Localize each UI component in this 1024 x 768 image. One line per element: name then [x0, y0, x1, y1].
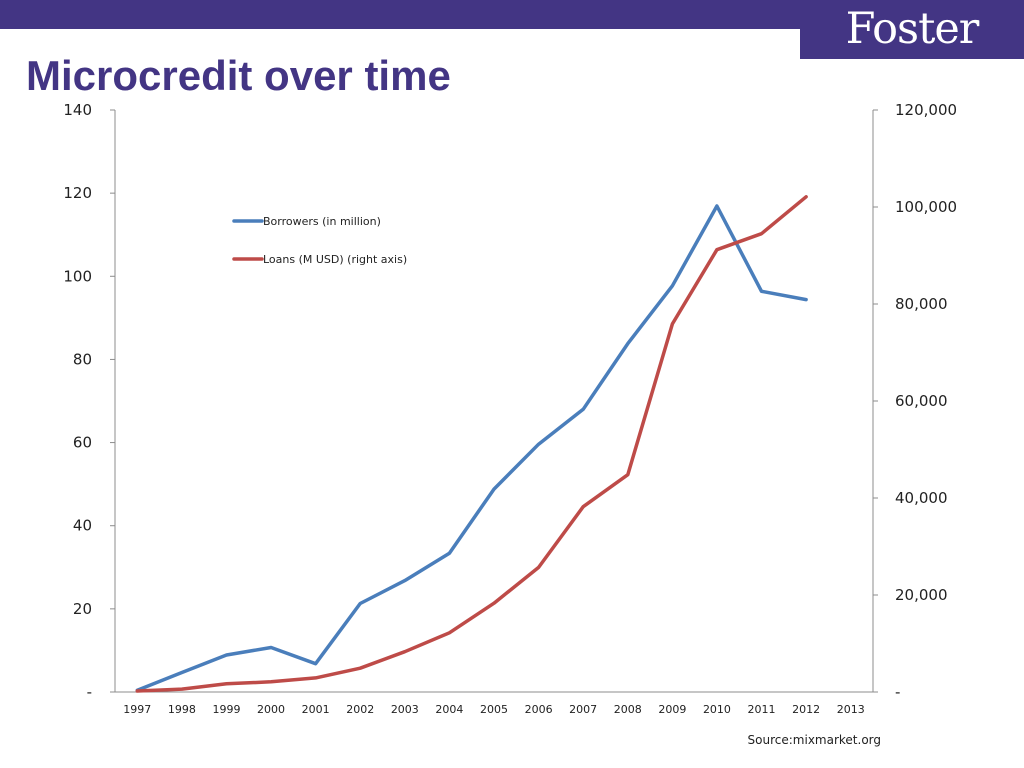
right-tick-label: - — [895, 683, 900, 701]
x-tick-label: 2006 — [525, 703, 553, 716]
x-tick-label: 2010 — [703, 703, 731, 716]
right-tick-label: 60,000 — [895, 392, 948, 410]
x-tick-label: 2004 — [435, 703, 463, 716]
x-tick-label: 2012 — [792, 703, 820, 716]
right-tick-label: 80,000 — [895, 295, 948, 313]
left-tick-label: 120 — [63, 184, 92, 202]
brand-name: Foster — [845, 3, 980, 54]
left-tick-label: 60 — [73, 434, 92, 452]
slide-title: Microcredit over time — [26, 52, 451, 99]
right-tick-label: 40,000 — [895, 489, 948, 507]
x-tick-label: 2003 — [391, 703, 419, 716]
x-tick-label: 2013 — [837, 703, 865, 716]
left-tick-label: 20 — [73, 600, 92, 618]
x-tick-label: 1999 — [212, 703, 240, 716]
right-tick-label: 20,000 — [895, 586, 948, 604]
x-tick-label: 2005 — [480, 703, 508, 716]
x-tick-label: 1997 — [123, 703, 151, 716]
x-tick-label: 2001 — [302, 703, 330, 716]
x-tick-label: 2009 — [658, 703, 686, 716]
left-tick-label: 100 — [63, 267, 92, 285]
borrowers-series-line — [135, 204, 808, 693]
right-tick-label: 120,000 — [895, 101, 957, 119]
x-tick-label: 2007 — [569, 703, 597, 716]
left-tick-label: 80 — [73, 350, 92, 368]
x-tick-label: 1998 — [168, 703, 196, 716]
right-tick-label: 100,000 — [895, 198, 957, 216]
x-tick-label: 2008 — [614, 703, 642, 716]
x-tick-label: 2000 — [257, 703, 285, 716]
source-note: Source:mixmarket.org — [747, 733, 881, 747]
brand-logo: Foster — [800, 0, 1024, 59]
x-tick-label: 2002 — [346, 703, 374, 716]
legend-label: Loans (M USD) (right axis) — [263, 253, 407, 266]
left-tick-label: 40 — [73, 517, 92, 535]
left-tick-label: 140 — [63, 101, 92, 119]
legend-label: Borrowers (in million) — [263, 215, 381, 228]
x-tick-label: 2011 — [748, 703, 776, 716]
loans-series-line — [135, 195, 808, 693]
left-tick-label: - — [87, 683, 92, 701]
